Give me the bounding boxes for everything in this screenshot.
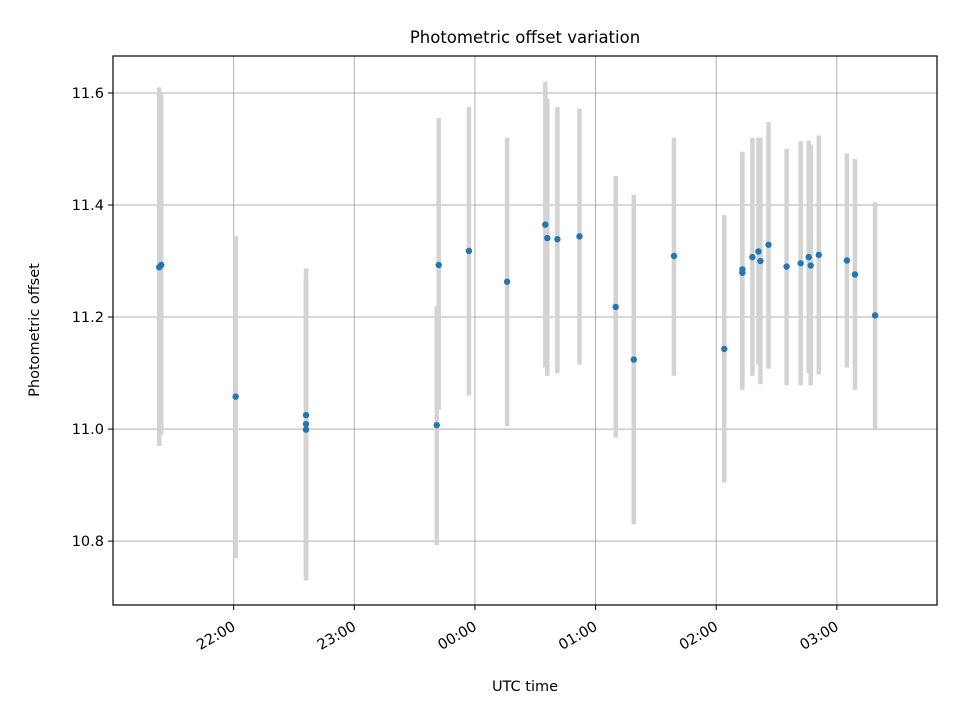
y-tick-label: 11.6 <box>72 86 104 102</box>
data-point <box>576 233 583 240</box>
data-point <box>302 411 310 419</box>
data-point <box>797 260 804 267</box>
data-point <box>757 257 764 265</box>
data-point <box>544 234 551 242</box>
data-point <box>843 257 851 264</box>
data-point <box>739 269 746 276</box>
y-tick-label: 11.4 <box>72 198 104 214</box>
y-tick-label: 11.2 <box>72 310 104 326</box>
plot-area-frame <box>112 55 938 606</box>
data-point <box>670 252 678 260</box>
data-point <box>433 421 440 429</box>
data-points <box>156 221 879 433</box>
data-point <box>851 271 859 278</box>
data-point <box>783 263 790 270</box>
data-point <box>435 261 442 269</box>
data-point <box>755 248 762 255</box>
data-point <box>542 221 549 228</box>
y-tick-label: 11.0 <box>72 422 104 438</box>
y-tick-label: 10.8 <box>72 534 104 550</box>
data-point <box>503 278 511 285</box>
data-point <box>807 262 814 269</box>
x-axis-label: UTC time <box>492 679 558 695</box>
data-point <box>815 251 822 259</box>
data-point <box>630 356 637 363</box>
chart-title: Photometric offset variation <box>410 28 640 47</box>
data-point <box>805 253 812 261</box>
y-axis-label: Photometric offset <box>27 263 43 397</box>
data-point <box>302 426 310 433</box>
data-point <box>302 420 310 428</box>
data-point <box>232 393 239 400</box>
data-point <box>749 253 756 261</box>
data-point <box>765 241 772 248</box>
data-point <box>554 235 561 243</box>
data-point <box>721 345 728 353</box>
data-point <box>465 247 473 255</box>
y-axis-ticks: 10.8 11.0 11.2 11.4 11.6 <box>72 86 113 550</box>
data-point <box>158 261 165 269</box>
data-point <box>871 312 879 319</box>
data-point <box>612 303 619 311</box>
